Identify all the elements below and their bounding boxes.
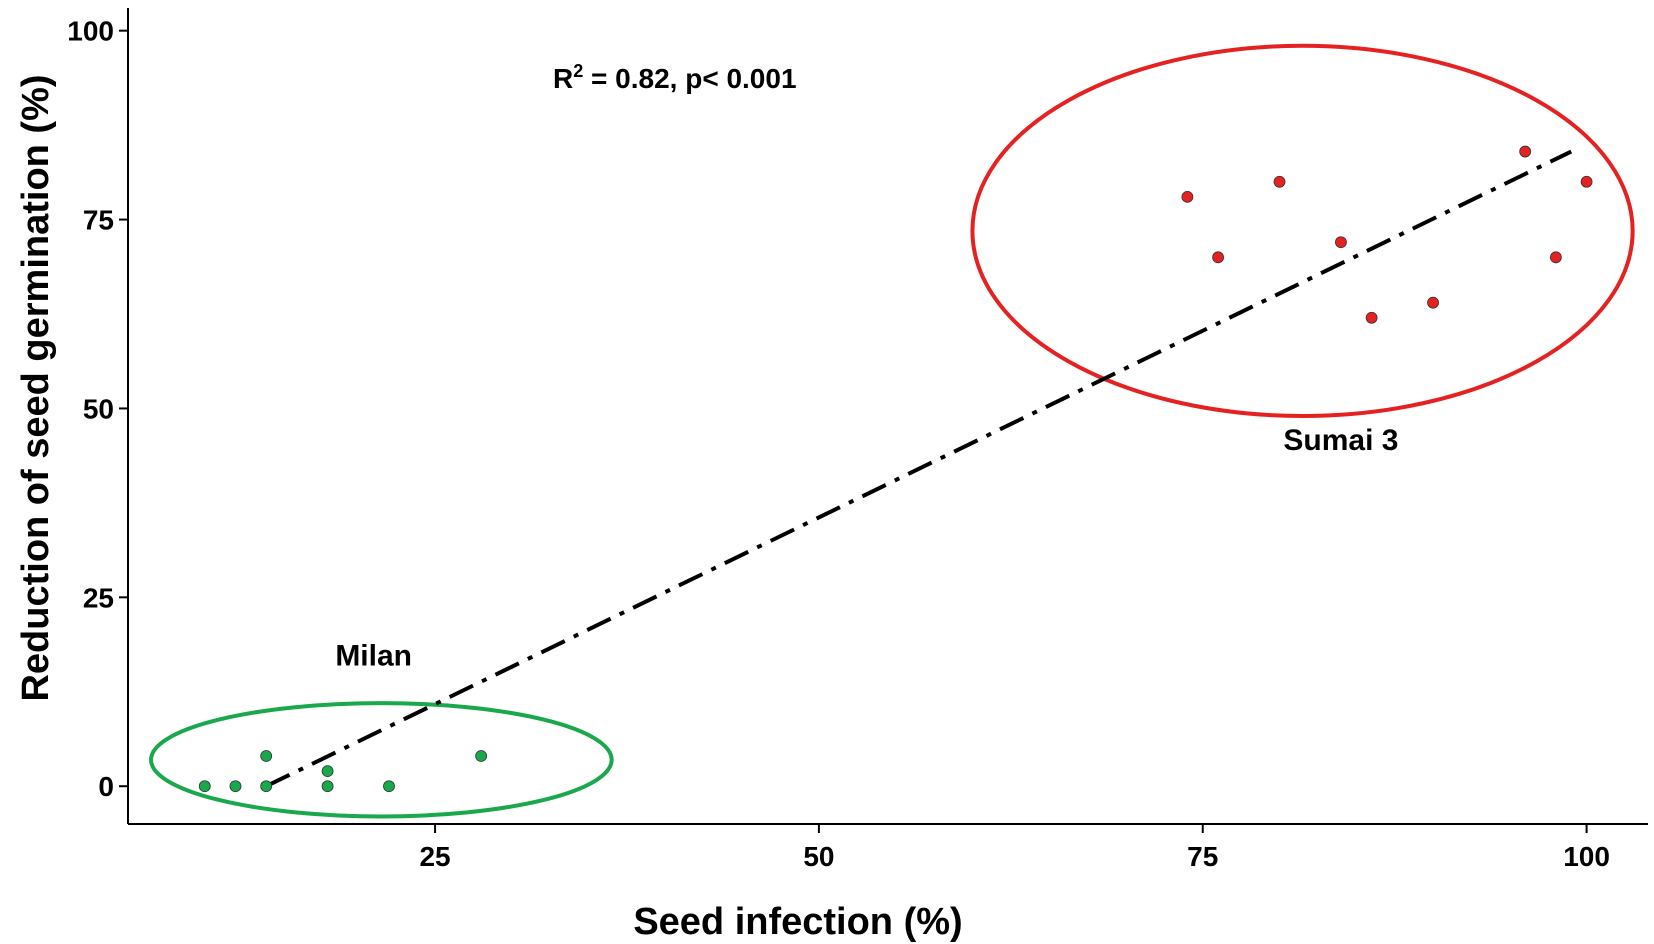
y-tick-label-75: 75 — [83, 205, 114, 236]
data-point-sumai-3-3 — [1273, 175, 1286, 188]
data-point-sumai-3-2 — [1212, 251, 1225, 264]
group-label-milan: Milan — [335, 639, 412, 672]
y-tick-label-0: 0 — [98, 771, 114, 802]
x-tick-label-100: 100 — [1563, 841, 1610, 872]
group-label-sumai-3: Sumai 3 — [1283, 424, 1398, 457]
group-ellipses — [149, 43, 1635, 819]
data-point-sumai-3-8 — [1549, 251, 1562, 264]
data-point-milan-6 — [321, 765, 334, 778]
axes: 25 50 75 100 0 25 50 75 100 — [67, 8, 1648, 872]
y-tick-label-50: 50 — [83, 393, 114, 424]
data-point-sumai-3-5 — [1365, 311, 1378, 324]
y-tick-label-25: 25 — [83, 582, 114, 613]
y-axis-title: Reduction of seed germination (%) — [15, 74, 57, 701]
data-point-milan-4 — [260, 750, 273, 762]
data-point-milan-1 — [198, 780, 211, 793]
data-point-milan-3 — [260, 780, 273, 793]
data-point-milan-2 — [229, 780, 242, 793]
data-point-milan-7 — [383, 780, 395, 793]
data-point-sumai-3-7 — [1519, 145, 1532, 158]
data-point-milan-5 — [321, 780, 334, 793]
data-points — [198, 145, 1593, 793]
x-tick-label-50: 50 — [803, 841, 834, 872]
data-point-sumai-3-4 — [1335, 236, 1347, 249]
x-tick-label-25: 25 — [419, 841, 450, 872]
regression-line — [265, 149, 1573, 789]
data-point-milan-8 — [475, 750, 488, 762]
ellipse-sumai-3 — [970, 43, 1635, 418]
data-point-sumai-3-6 — [1427, 296, 1439, 309]
ellipse-milan — [149, 701, 614, 819]
regression-line-group — [265, 149, 1573, 789]
data-point-sumai-3-9 — [1580, 175, 1593, 188]
x-axis-title: Seed infection (%) — [633, 901, 962, 943]
stats-annotation: R2 = 0.82, p< 0.001 — [553, 61, 797, 94]
y-tick-label-100: 100 — [67, 16, 114, 47]
labels: Seed infection (%) Reduction of seed germ… — [15, 61, 1398, 943]
x-tick-label-75: 75 — [1187, 841, 1218, 872]
data-point-sumai-3-1 — [1181, 190, 1194, 203]
